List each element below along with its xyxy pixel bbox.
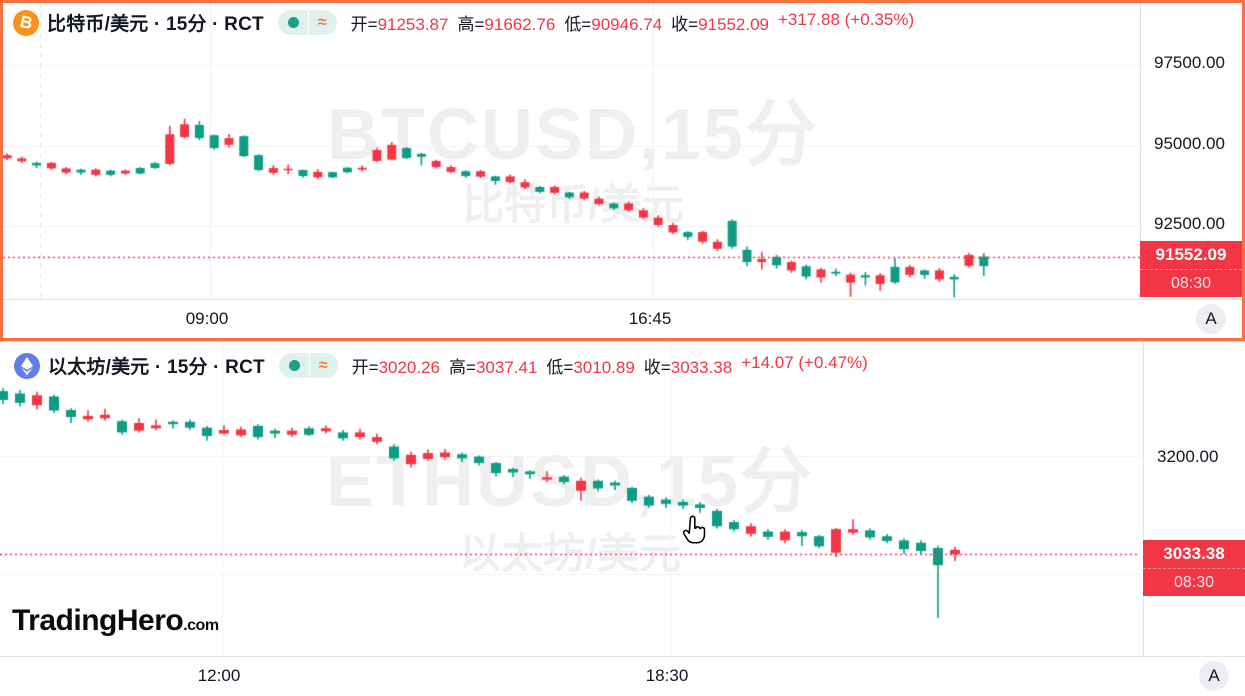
bitcoin-icon: B	[13, 9, 39, 36]
btc-last-price-badge: 91552.09 08:30	[1140, 241, 1242, 297]
btc-change: +317.88 (+0.35%)	[778, 10, 915, 29]
btc-symbol-title[interactable]: 比特币/美元 · 15分 · RCT	[47, 14, 264, 35]
eth-auto-scale-button[interactable]: A	[1199, 661, 1229, 691]
approx-price-icon: ≈	[318, 356, 328, 374]
btc-bar-countdown: 08:30	[1170, 275, 1212, 292]
btc-market-status-pill[interactable]: ≈	[277, 10, 337, 35]
time-tick: 12:00	[197, 666, 241, 685]
eth-symbol-title[interactable]: 以太坊/美元 · 15分 · RCT	[48, 357, 265, 378]
time-tick: 18:30	[645, 666, 689, 685]
approx-price-icon: ≈	[317, 13, 327, 31]
price-tick: 3200.00	[1157, 447, 1219, 466]
btc-time-axis[interactable]: 09:00 16:45 A	[3, 299, 1242, 338]
eth-legend: 以太坊/美元 · 15分 · RCT ≈ 开=3020.26 高=3037.41…	[14, 352, 868, 379]
price-tick: 97500.00	[1154, 53, 1225, 72]
pill-divider	[307, 10, 309, 35]
mouse-cursor-icon	[682, 515, 706, 544]
time-tick: 16:45	[628, 309, 672, 328]
btc-legend: B 比特币/美元 · 15分 · RCT ≈ 开=91253.87 高=9166…	[13, 9, 914, 36]
tradinghero-logo: TradingHero.com	[12, 604, 219, 637]
btc-candlestick-canvas[interactable]	[3, 3, 1140, 300]
eth-candlestick-canvas[interactable]	[0, 342, 1140, 656]
eth-market-status-pill[interactable]: ≈	[278, 353, 338, 378]
ethereum-icon	[14, 352, 40, 379]
eth-chart-panel[interactable]: ETHUSD,15分 以太坊/美元 以太坊/美元 · 15分 · RCT ≈ 开…	[0, 341, 1245, 696]
eth-time-axis[interactable]: 12:00 18:30 A	[0, 656, 1245, 695]
ethereum-glyph	[21, 356, 33, 375]
eth-ohlc-readout: 开=3020.26 高=3037.41 低=3010.89 收=3033.38 …	[351, 353, 868, 377]
eth-last-price-badge: 3033.38 08:30	[1143, 540, 1245, 596]
market-open-dot-icon	[288, 360, 300, 371]
btc-ohlc-readout: 开=91253.87 高=91662.76 低=90946.74 收=91552…	[350, 10, 915, 34]
eth-bar-countdown: 08:30	[1173, 574, 1215, 591]
pill-divider	[308, 353, 310, 378]
btc-auto-scale-button[interactable]: A	[1196, 304, 1226, 334]
btc-chart-panel[interactable]: BTCUSD,15分 比特币/美元 B 比特币/美元 · 15分 · RCT ≈…	[0, 0, 1245, 341]
market-open-dot-icon	[287, 17, 299, 28]
time-tick: 09:00	[185, 309, 229, 328]
eth-change: +14.07 (+0.47%)	[741, 353, 868, 372]
price-tick: 92500.00	[1154, 214, 1225, 233]
price-tick: 95000.00	[1154, 134, 1225, 153]
btc-chart-area[interactable]: BTCUSD,15分 比特币/美元	[3, 3, 1140, 300]
eth-price-axis[interactable]: 3200.00	[1143, 342, 1245, 656]
